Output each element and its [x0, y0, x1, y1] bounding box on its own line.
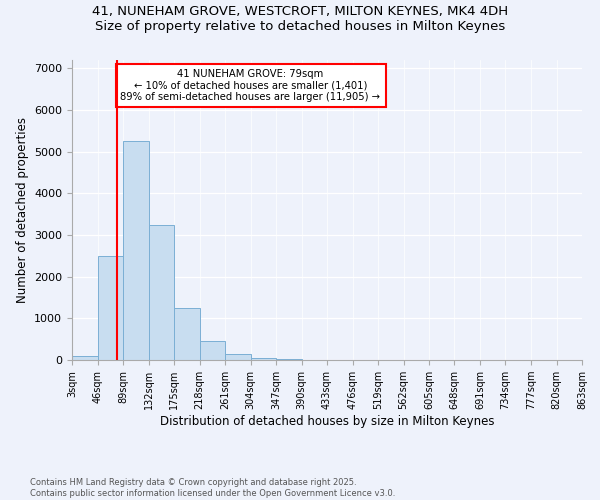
Bar [72, 356, 97, 360]
Text: 41 NUNEHAM GROVE: 79sqm
← 10% of detached houses are smaller (1,401)
89% of semi: 41 NUNEHAM GROVE: 79sqm ← 10% of detache… [121, 69, 380, 102]
Y-axis label: Number of detached properties: Number of detached properties [16, 117, 29, 303]
Bar [149, 224, 174, 360]
Bar [199, 341, 225, 360]
Bar [97, 256, 123, 360]
Text: Contains HM Land Registry data © Crown copyright and database right 2025.
Contai: Contains HM Land Registry data © Crown c… [30, 478, 395, 498]
Bar [174, 308, 199, 360]
X-axis label: Distribution of detached houses by size in Milton Keynes: Distribution of detached houses by size … [160, 415, 494, 428]
Bar [225, 354, 251, 360]
Text: 41, NUNEHAM GROVE, WESTCROFT, MILTON KEYNES, MK4 4DH
Size of property relative t: 41, NUNEHAM GROVE, WESTCROFT, MILTON KEY… [92, 5, 508, 33]
Bar [123, 141, 149, 360]
Bar [251, 358, 276, 360]
